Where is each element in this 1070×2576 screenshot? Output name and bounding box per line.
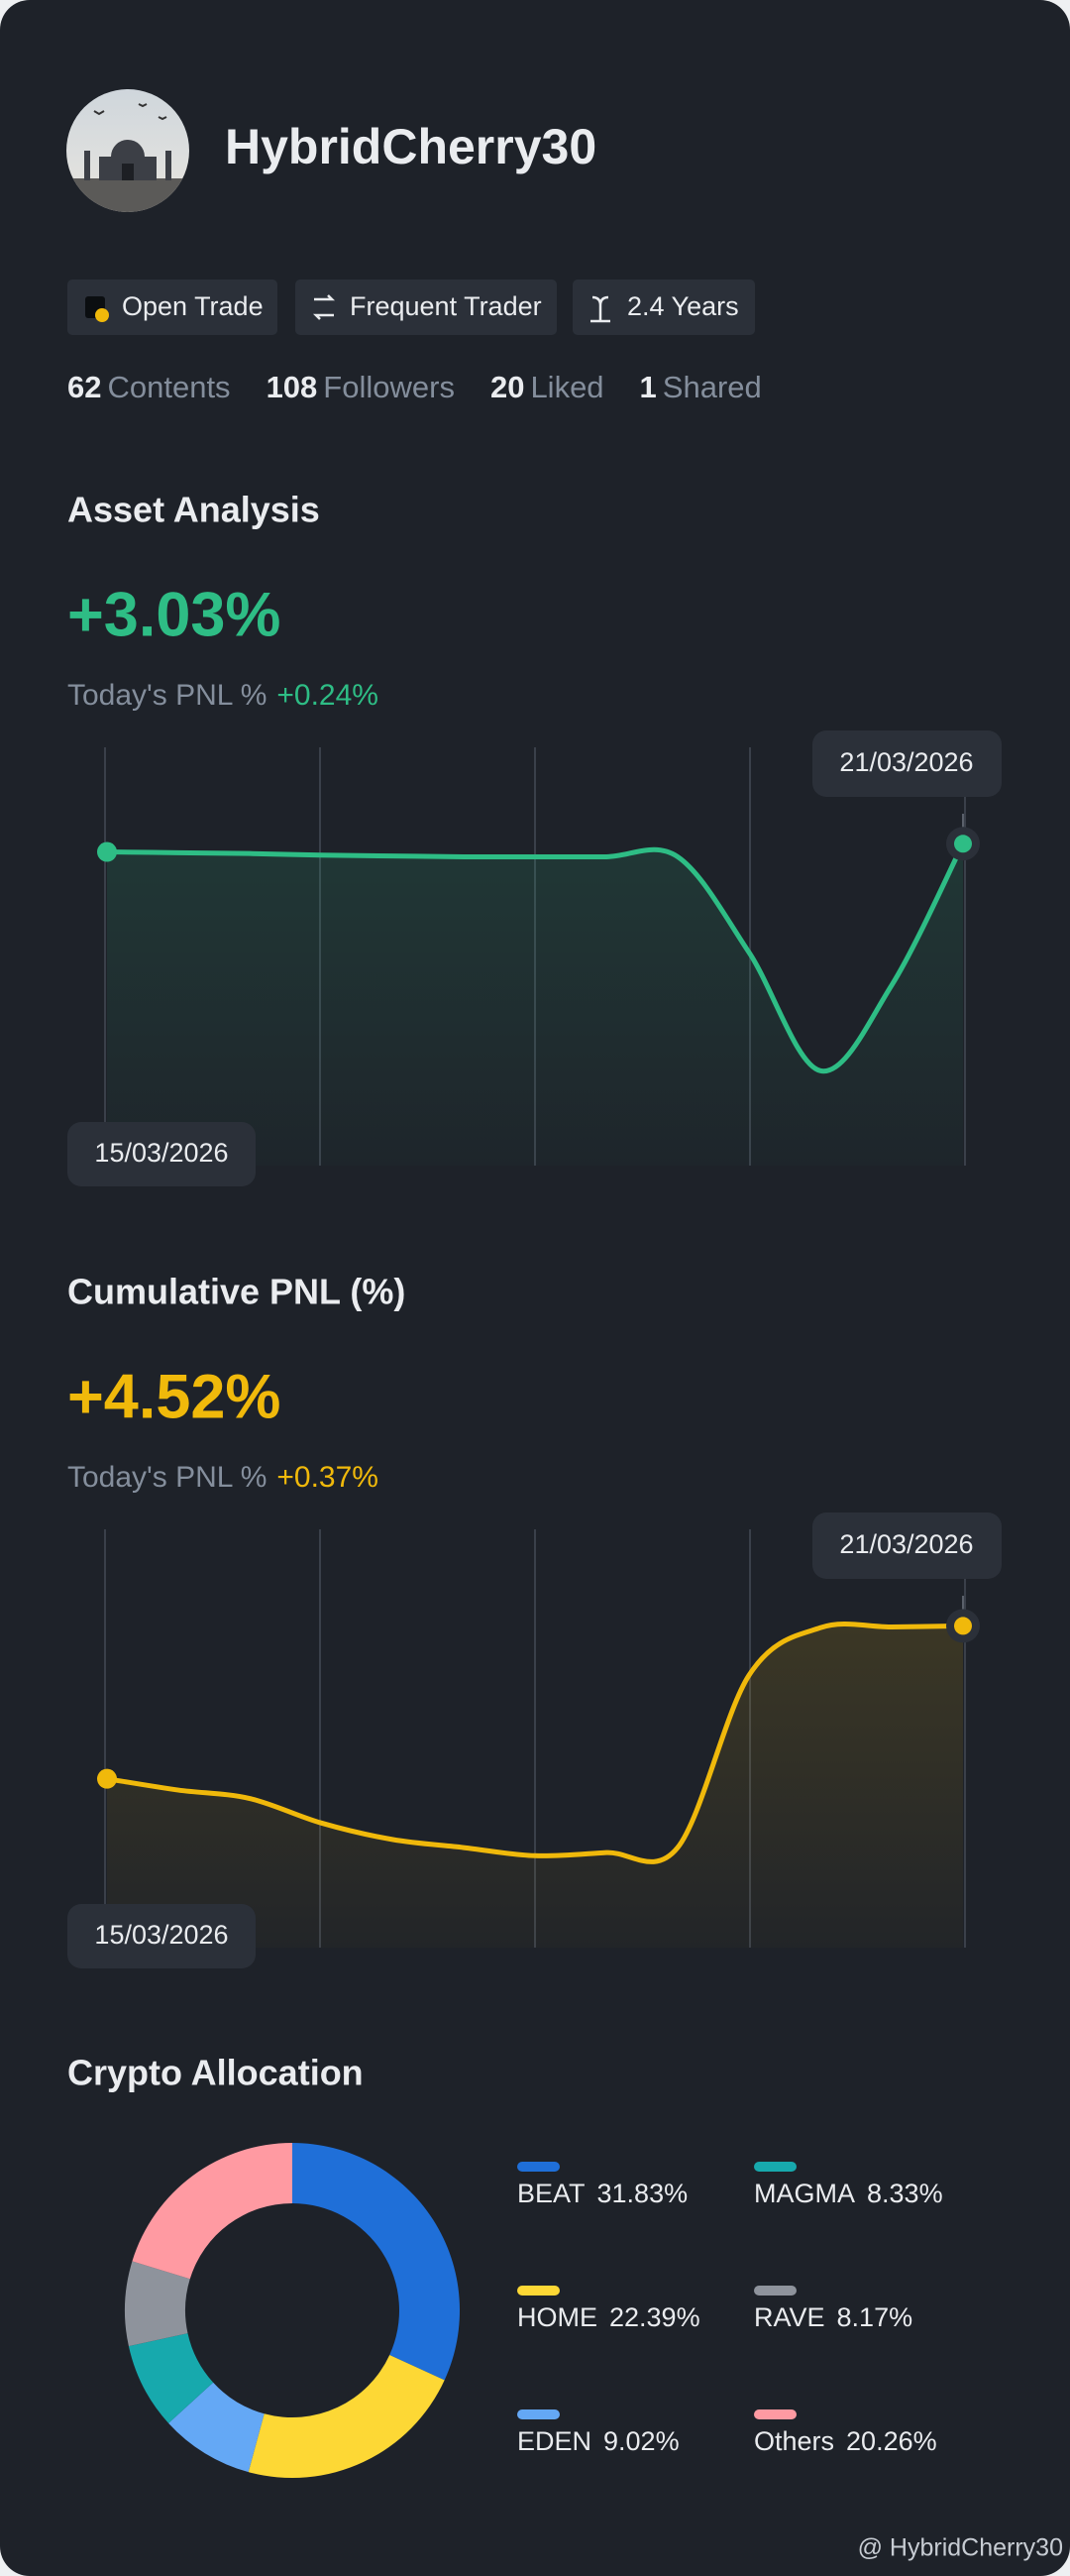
start-date: 15/03/2026 [94, 1920, 228, 1950]
pnl-value: +0.24% [276, 679, 378, 712]
donut-segment [168, 2382, 265, 2473]
area [107, 1624, 963, 1948]
legend-swatch [517, 2286, 560, 2296]
legend-entry: EDEN 9.02% [517, 2426, 680, 2456]
date-pill [67, 1904, 256, 1968]
stat-value: 62 [67, 370, 101, 404]
donut-segment [125, 2261, 190, 2347]
start-date: 15/03/2026 [94, 1138, 228, 1168]
stat-value: 1 [640, 370, 657, 404]
stats: 62 Contents 108 Followers 20 Liked 1 Shared [67, 370, 762, 404]
pnl-row: Today's PNL % +0.37% [67, 1461, 378, 1494]
donut-segment [132, 2143, 292, 2280]
legend-swatch [754, 2286, 797, 2296]
pnl-label: Today's PNL % [67, 679, 267, 712]
line [106, 842, 966, 1074]
headline-value: +3.03% [67, 581, 280, 650]
donut-segment [128, 2333, 214, 2423]
watermark: @ HybridCherry30 [858, 2534, 1063, 2562]
stat-label: Followers [323, 370, 455, 404]
legend-swatch [754, 2409, 797, 2419]
donut-segment [248, 2354, 445, 2478]
stat-value: 20 [490, 370, 524, 404]
legend-value: 8.33% [867, 2179, 943, 2208]
start-point [97, 1768, 117, 1789]
section-title: Crypto Allocation [67, 2053, 364, 2093]
section-title: Cumulative PNL (%) [67, 1272, 405, 1312]
pnl-row: Today's PNL % +0.24% [67, 679, 378, 712]
stat-label: Liked [530, 370, 603, 404]
username: HybridCherry30 [225, 119, 596, 174]
legend-swatch [517, 2162, 560, 2172]
badge-label: Frequent Trader [350, 291, 542, 321]
legend-value: 22.39% [609, 2302, 700, 2332]
stat-value: 108 [267, 370, 318, 404]
legend-name: BEAT [517, 2179, 586, 2208]
badge-icon [85, 296, 109, 322]
end-point [954, 1617, 972, 1635]
end-date: 21/03/2026 [839, 747, 973, 777]
headline-value: +4.52% [67, 1363, 280, 1432]
legend-name: HOME [517, 2302, 597, 2332]
legend-name: RAVE [754, 2302, 825, 2332]
legend-value: 31.83% [597, 2179, 689, 2208]
legend-value: 20.26% [846, 2426, 937, 2456]
legend-swatch [517, 2409, 560, 2419]
legend-value: 8.17% [837, 2302, 913, 2332]
badge-icon [312, 294, 336, 320]
pnl-label: Today's PNL % [67, 1461, 267, 1494]
legend-entry: Others 20.26% [754, 2426, 937, 2456]
date-pill [67, 1122, 256, 1186]
legend-entry: RAVE 8.17% [754, 2302, 912, 2332]
badge [573, 280, 755, 335]
date-pill [812, 1512, 1002, 1579]
badge-icon [590, 295, 610, 323]
badge [295, 280, 557, 335]
stat-label: Contents [107, 370, 230, 404]
legend-name: MAGMA [754, 2179, 855, 2208]
pnl-value: +0.37% [276, 1461, 378, 1494]
legend-entry: BEAT 31.83% [517, 2179, 688, 2208]
legend-entry: MAGMA 8.33% [754, 2179, 943, 2208]
legend-value: 9.02% [603, 2426, 680, 2456]
section-title: Asset Analysis [67, 490, 320, 530]
legend-entry: HOME 22.39% [517, 2302, 700, 2332]
stat-label: Shared [663, 370, 762, 404]
start-point [97, 841, 117, 862]
legend-name: EDEN [517, 2426, 591, 2456]
end-date: 21/03/2026 [839, 1529, 973, 1559]
badge-label: Open Trade [122, 291, 264, 321]
area [107, 843, 963, 1166]
end-point [954, 835, 972, 853]
badge [67, 280, 277, 335]
avatar[interactable] [66, 89, 189, 212]
badge-label: 2.4 Years [627, 291, 739, 321]
legend-swatch [754, 2162, 797, 2172]
donut-segment [292, 2143, 461, 2381]
date-pill [812, 730, 1002, 797]
line [106, 1622, 964, 1864]
legend-name: Others [754, 2426, 834, 2456]
